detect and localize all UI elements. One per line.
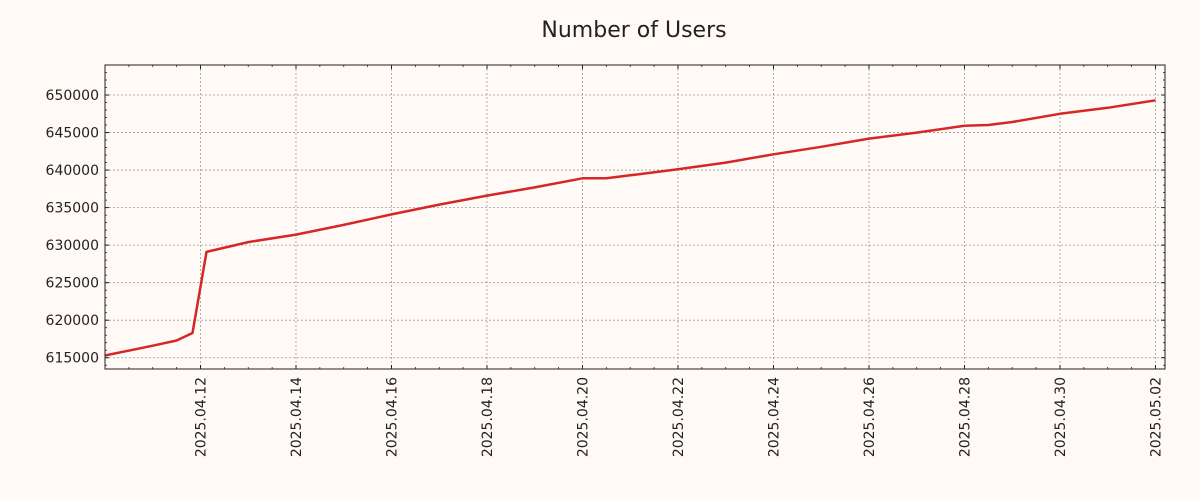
x-tick-label: 2025.04.12 xyxy=(193,377,209,457)
axis-ticks: 615000 620000 625000 630000 635000 640000 6450… xyxy=(46,64,1165,457)
y-tick-label: 645000 xyxy=(46,126,99,142)
y-tick-label: 650000 xyxy=(46,88,99,104)
y-tick-label: 630000 xyxy=(46,238,99,254)
series-line xyxy=(104,99,1156,357)
plot-frame xyxy=(104,64,1166,370)
x-tick-label: 2025.04.22 xyxy=(671,377,687,457)
x-tick-label: 2025.04.18 xyxy=(480,377,496,457)
x-tick-label: 2025.05.02 xyxy=(1148,377,1164,457)
chart-title: Number of Users xyxy=(541,18,726,43)
y-tick-label: 615000 xyxy=(46,351,99,367)
y-tick-label: 620000 xyxy=(46,313,99,329)
x-tick-label: 2025.04.28 xyxy=(957,377,973,457)
x-tick-label: 2025.04.24 xyxy=(766,377,782,457)
x-tick-label: 2025.04.20 xyxy=(575,377,591,457)
series-layer xyxy=(104,99,1156,357)
y-tick-label: 640000 xyxy=(46,163,99,179)
x-tick-label: 2025.04.26 xyxy=(862,377,878,457)
grid xyxy=(105,65,1165,369)
x-tick-label: 2025.04.16 xyxy=(384,377,400,457)
x-tick-label: 2025.04.14 xyxy=(289,377,305,457)
y-tick-label: 635000 xyxy=(46,201,99,217)
x-tick-label: 2025.04.30 xyxy=(1053,377,1069,457)
y-tick-label: 625000 xyxy=(46,276,99,292)
